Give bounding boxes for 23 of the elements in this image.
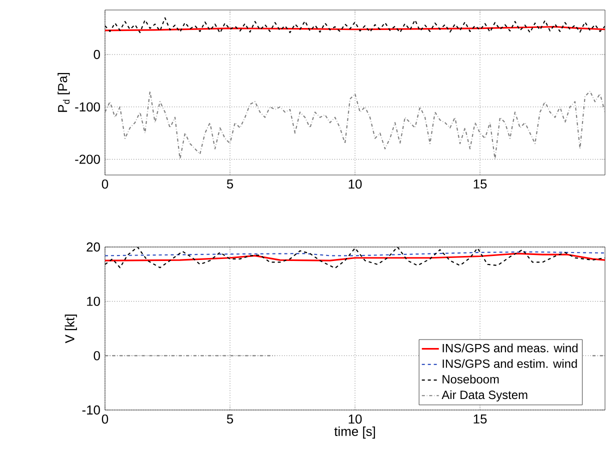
legend-label: Noseboom [442,374,499,384]
y-tick-label: 10 [87,296,100,306]
x-tick-label: 0 [102,180,108,189]
x-tick-label: 15 [474,180,487,189]
legend-label: INS/GPS and estim. wind [442,359,577,368]
x-tick-label: 10 [348,180,362,189]
y-tick-label: 0 [94,351,100,360]
y-tick-label: -200 [75,154,100,164]
line-series [105,252,606,262]
x-tick-label: 10 [348,414,362,424]
y-tick-label: 20 [86,242,100,252]
y-tick-label: 0 [94,50,100,60]
x-tick-label: 5 [226,414,234,424]
y-tick-label: -100 [75,102,100,112]
y-tick-label: -10 [82,405,100,415]
y-axis-title: V [kt] [64,314,77,344]
legend-label: INS/GPS and meas. wind [442,344,578,352]
y-axis-title: P$_{d}$ [Pa] [58,73,70,112]
x-axis-title: time [s] [334,426,375,439]
x-tick-label: 15 [474,414,487,424]
x-tick-label: 5 [226,180,234,189]
x-tick-label: 0 [102,414,108,424]
legend-label: Air Data System [442,390,528,402]
